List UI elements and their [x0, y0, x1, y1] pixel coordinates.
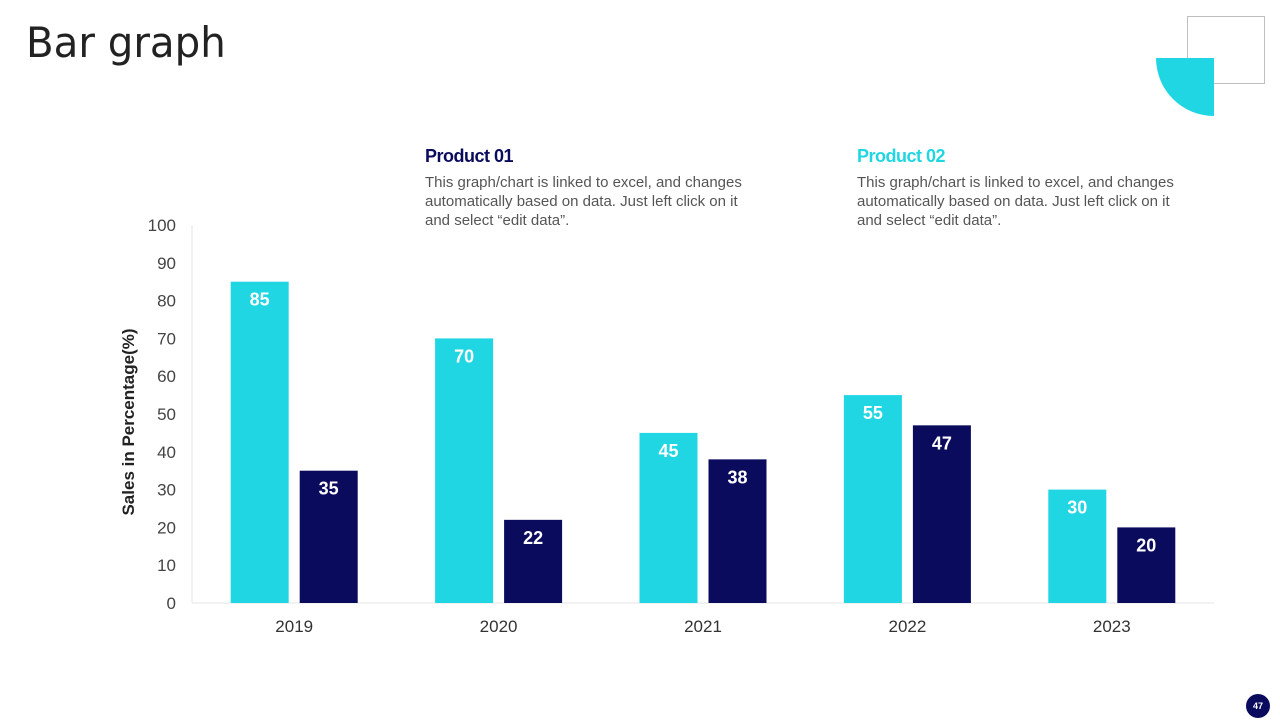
y-tick-label: 10: [157, 556, 176, 575]
y-tick-label: 50: [157, 405, 176, 424]
bar-2022-series-2: [912, 425, 971, 603]
page-number-badge: 47: [1246, 694, 1270, 718]
y-tick-label: 0: [167, 594, 176, 613]
data-label: 70: [454, 346, 474, 366]
data-label: 35: [319, 479, 339, 499]
x-tick-label: 2022: [888, 617, 926, 636]
y-tick-label: 30: [157, 481, 176, 500]
bar-2019-series-1: [230, 281, 289, 603]
y-tick-label: 40: [157, 443, 176, 462]
legend-product-02: Product 02 This graph/chart is linked to…: [857, 146, 1177, 230]
legend-product-01: Product 01 This graph/chart is linked to…: [425, 146, 745, 230]
legend-product-02-title: Product 02: [857, 146, 946, 166]
data-label: 30: [1067, 498, 1087, 518]
legend-product-02-description: This graph/chart is linked to excel, and…: [857, 174, 1174, 229]
data-label: 85: [250, 290, 270, 310]
bar-2020-series-1: [435, 338, 494, 603]
y-tick-label: 90: [157, 254, 176, 273]
data-label: 55: [863, 403, 883, 423]
data-label: 45: [658, 441, 678, 461]
bar-2019-series-2: [299, 470, 358, 603]
y-tick-label: 20: [157, 518, 176, 537]
x-tick-label: 2019: [275, 617, 313, 636]
legend-product-01-description: This graph/chart is linked to excel, and…: [425, 174, 742, 229]
y-tick-label: 70: [157, 329, 176, 348]
y-axis-label: Sales in Percentage(%): [119, 328, 138, 515]
x-tick-label: 2023: [1093, 617, 1131, 636]
data-label: 20: [1136, 535, 1156, 555]
x-tick-label: 2021: [684, 617, 722, 636]
y-tick-label: 100: [148, 216, 176, 235]
slide-title: Bar graph: [26, 18, 226, 67]
bar-2023-series-1: [1048, 489, 1107, 603]
legend-product-01-title: Product 01: [425, 146, 514, 166]
bar-2020-series-2: [504, 519, 563, 603]
x-tick-label: 2020: [480, 617, 518, 636]
y-tick-label: 80: [157, 292, 176, 311]
y-tick-label: 60: [157, 367, 176, 386]
data-label: 47: [932, 433, 952, 453]
bar-2022-series-1: [843, 395, 902, 603]
data-label: 38: [727, 467, 747, 487]
data-label: 22: [523, 528, 543, 548]
decorative-outline-square: [1187, 16, 1265, 84]
bar-2021-series-1: [639, 432, 698, 603]
bar-2023-series-2: [1117, 527, 1176, 603]
bar-2021-series-2: [708, 459, 767, 603]
